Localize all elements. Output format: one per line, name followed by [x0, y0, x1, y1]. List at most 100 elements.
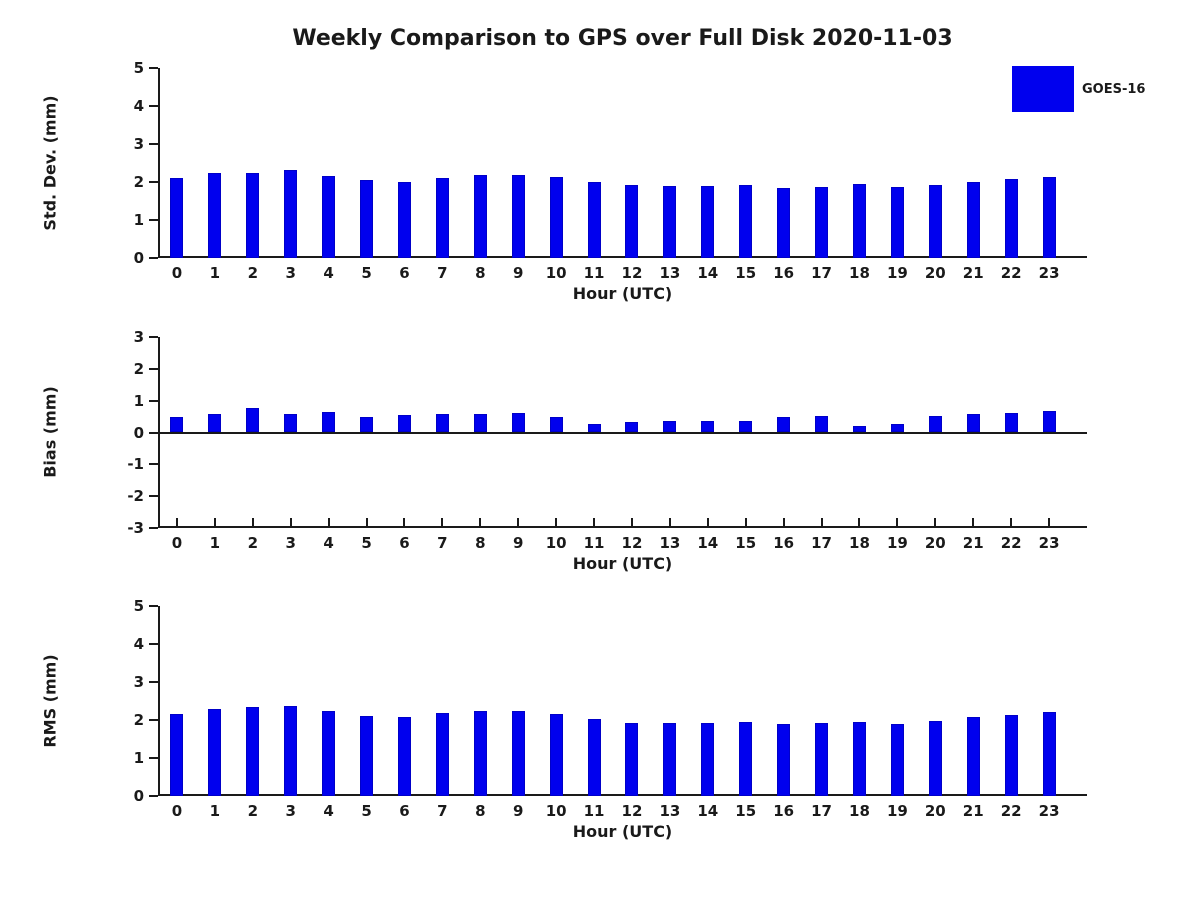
x-tick-label: 16 [773, 802, 795, 820]
y-tick [149, 757, 158, 759]
x-tick-label: 22 [1000, 802, 1022, 820]
bar-hour-10 [549, 417, 563, 433]
bar-hour-16 [777, 723, 791, 796]
x-tick-label: 1 [209, 264, 221, 282]
bar-hour-1 [208, 414, 222, 433]
y-tick [149, 495, 158, 498]
bar-hour-2 [246, 407, 260, 433]
x-tick-label: 20 [924, 802, 946, 820]
x-tick-label: 2 [247, 264, 258, 282]
bar-hour-4 [322, 412, 336, 433]
bar-hour-10 [549, 177, 563, 258]
bar-hour-9 [511, 413, 525, 433]
y-tick-label: 5 [133, 59, 144, 77]
x-tick-label: 4 [323, 534, 334, 552]
y-tick-label: 2 [133, 359, 144, 378]
legend: GOES-16 [1012, 66, 1145, 112]
x-tick-label: 21 [962, 534, 984, 552]
x-tick-label: 0 [171, 534, 183, 552]
bar-hour-18 [852, 425, 866, 433]
y-tick [149, 605, 158, 607]
rms-y-axis-label: RMS (mm) [40, 654, 60, 748]
x-tick-label: 19 [886, 802, 908, 820]
bar-hour-11 [587, 718, 601, 796]
bar-hour-12 [625, 422, 639, 433]
x-tick-label: 9 [513, 264, 524, 282]
x-tick [327, 518, 330, 526]
y-tick-label: 1 [133, 749, 144, 767]
y-axis-spine [158, 68, 160, 258]
x-tick-label: 22 [1000, 264, 1022, 282]
bar-hour-13 [663, 186, 677, 258]
x-tick-label: 2 [247, 534, 258, 552]
bar-hour-7 [435, 413, 449, 433]
bar-hour-0 [170, 178, 184, 258]
x-tick-label: 23 [1038, 264, 1060, 282]
bar-hour-11 [587, 182, 601, 258]
x-tick-label: 20 [924, 264, 946, 282]
bar-hour-22 [1004, 715, 1018, 796]
bar-hour-0 [170, 714, 184, 796]
legend-label: GOES-16 [1082, 81, 1146, 97]
y-tick-label: 0 [133, 249, 144, 267]
bar-hour-4 [322, 710, 336, 796]
x-tick-label: 20 [924, 534, 946, 552]
y-tick [149, 336, 158, 338]
x-tick [972, 518, 975, 526]
x-tick-label: 5 [361, 264, 372, 282]
bar-hour-15 [739, 421, 753, 433]
x-tick [593, 518, 596, 526]
bar-hour-15 [739, 721, 753, 796]
y-tick [149, 463, 158, 466]
x-tick-label: 6 [399, 264, 410, 282]
x-tick-label: 6 [399, 802, 410, 820]
legend-swatch-goes16 [1012, 66, 1074, 112]
stddev-plot-area: 0 1 2 3 4 5 0 1 2 3 4 5 6 7 8 9 10 11 12 13 14 15 16 17 18 19 20 21… [134, 59, 1087, 282]
x-tick [555, 518, 558, 526]
x-axis-spine [158, 256, 1087, 258]
x-tick-label: 19 [886, 264, 908, 282]
x-tick-label: 7 [437, 802, 448, 820]
x-tick [820, 518, 823, 526]
x-tick-label: 4 [323, 264, 334, 282]
bar-hour-19 [890, 186, 904, 258]
bar-hour-13 [663, 723, 677, 796]
bar-hour-20 [928, 415, 942, 433]
bar-hour-6 [397, 414, 411, 433]
x-tick-label: 18 [849, 802, 870, 820]
x-tick [896, 518, 899, 526]
bar-hour-20 [928, 185, 942, 258]
y-tick [149, 399, 158, 402]
x-tick-label: 23 [1038, 534, 1060, 552]
y-tick [149, 105, 158, 107]
bar-hour-5 [360, 180, 374, 258]
x-tick-label: 12 [621, 264, 643, 282]
stddev-y-axis-label: Std. Dev. (mm) [40, 95, 60, 231]
x-tick-label: 7 [437, 264, 448, 282]
x-tick [441, 518, 444, 526]
x-tick-label: 3 [285, 534, 296, 552]
y-tick [149, 219, 158, 221]
stddev-x-axis-label: Hour (UTC) [572, 284, 673, 303]
y-tick [149, 181, 158, 183]
x-tick-label: 17 [811, 802, 832, 820]
y-tick [149, 67, 158, 69]
y-tick [149, 795, 158, 797]
zero-line [158, 431, 1087, 434]
x-tick-label: 12 [621, 802, 643, 820]
x-tick-label: 16 [773, 264, 795, 282]
y-tick [149, 367, 158, 370]
x-tick-label: 0 [171, 264, 183, 282]
y-tick [149, 719, 158, 721]
x-tick [934, 518, 937, 526]
y-tick-label: 3 [133, 673, 144, 691]
x-tick-label: 7 [437, 534, 448, 552]
x-tick [1048, 518, 1051, 526]
x-tick-label: 11 [583, 802, 605, 820]
x-tick [479, 518, 482, 526]
y-tick-label: 2 [133, 173, 144, 191]
y-tick-label: 0 [133, 423, 144, 442]
x-tick-label: 16 [773, 534, 795, 552]
bar-hour-9 [511, 175, 525, 258]
bar-hour-8 [473, 414, 487, 433]
